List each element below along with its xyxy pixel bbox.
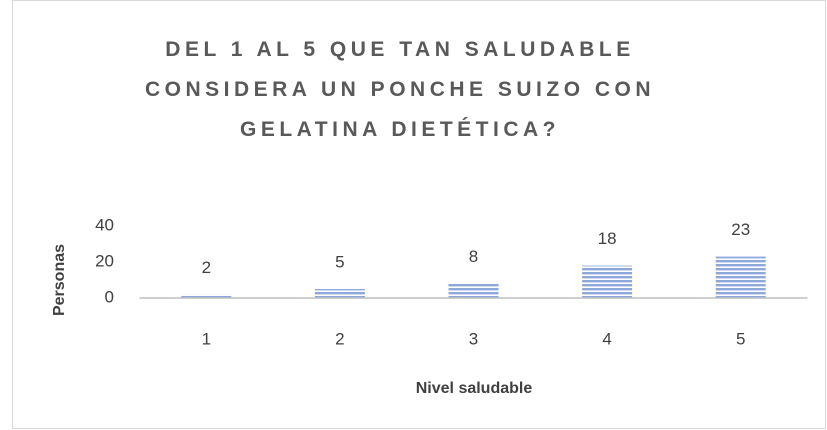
chart-border	[12, 0, 826, 429]
bar	[715, 256, 766, 298]
data-label: 18	[598, 229, 617, 248]
x-tick-label: 1	[202, 329, 211, 348]
x-tick-label: 3	[469, 329, 478, 348]
bar	[448, 283, 499, 298]
y-tick-label: 40	[95, 215, 114, 234]
data-label: 2	[202, 258, 211, 277]
bar	[181, 294, 232, 298]
y-axis-label: Personas	[51, 244, 68, 316]
bar	[314, 289, 365, 298]
data-label: 23	[731, 220, 750, 239]
x-tick-label: 5	[736, 329, 745, 348]
data-label: 8	[469, 247, 478, 266]
x-axis-label: Nivel saludable	[416, 380, 533, 397]
data-label: 5	[335, 252, 344, 271]
bar	[582, 265, 633, 298]
chart-title: DEL 1 AL 5 QUE TAN SALUDABLE CONSIDERA U…	[144, 38, 656, 141]
x-tick-label: 4	[602, 329, 611, 348]
y-tick-label: 0	[105, 287, 114, 306]
x-tick-label: 2	[335, 329, 344, 348]
y-tick-label: 20	[95, 251, 114, 270]
